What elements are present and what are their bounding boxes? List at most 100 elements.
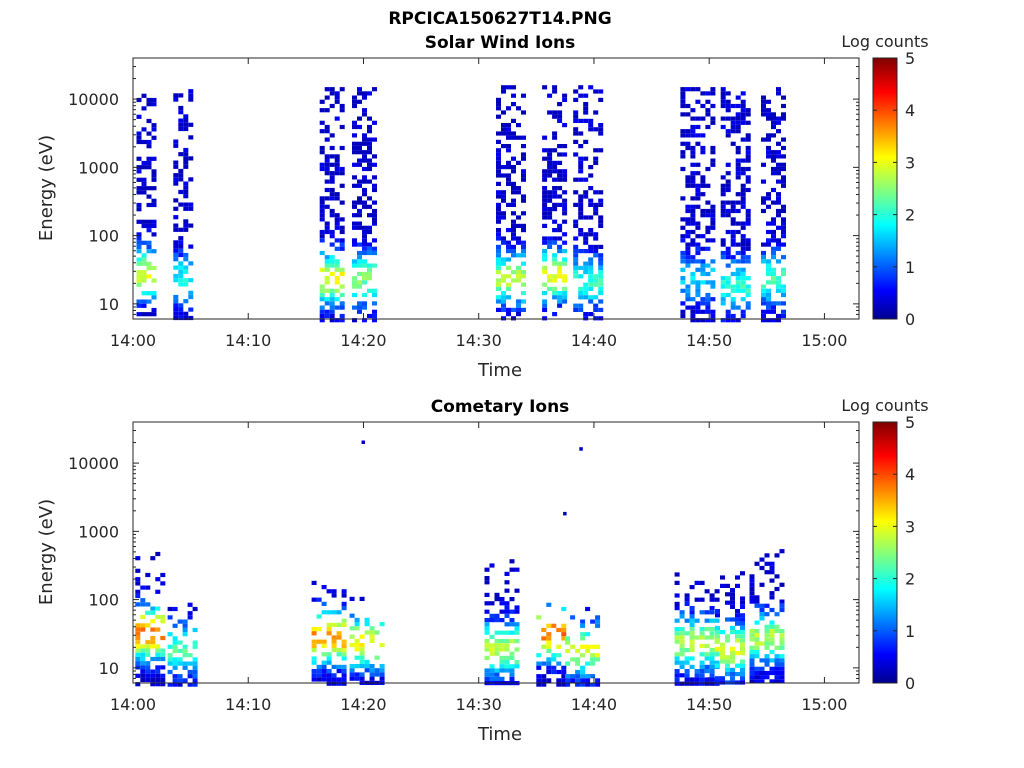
spectrogram-cell bbox=[779, 603, 785, 608]
spectrogram-cell bbox=[521, 307, 526, 312]
spectrogram-cell bbox=[562, 97, 568, 102]
spectrogram-cell bbox=[680, 234, 686, 239]
spectrogram-cell bbox=[776, 246, 781, 251]
spectrogram-cell bbox=[484, 622, 490, 627]
spectrogram-cell bbox=[150, 619, 156, 624]
spectrogram-cell bbox=[141, 253, 147, 258]
spectrogram-cell bbox=[504, 622, 510, 627]
spectrogram-cell bbox=[776, 141, 781, 146]
spectrogram-cell bbox=[141, 270, 147, 275]
spectrogram-cell bbox=[781, 95, 786, 100]
spectrogram-cell bbox=[557, 244, 563, 249]
spectrogram-cell bbox=[136, 249, 142, 254]
spectrogram-cell bbox=[561, 665, 567, 670]
spectrogram-cell bbox=[749, 591, 755, 596]
spectrogram-cell bbox=[557, 144, 563, 149]
spectrogram-cell bbox=[578, 303, 584, 308]
spectrogram-cell bbox=[324, 313, 330, 319]
spectrogram-cell bbox=[674, 669, 680, 674]
spectrogram-cell bbox=[705, 280, 711, 285]
spectrogram-cell bbox=[740, 604, 745, 609]
spectrogram-cell bbox=[781, 267, 786, 272]
spectrogram-cell bbox=[685, 112, 691, 117]
spectrogram-cell bbox=[331, 635, 337, 640]
spectrogram-cell bbox=[178, 315, 184, 321]
spectrogram-cell bbox=[720, 646, 725, 651]
spectrogram-cell bbox=[700, 183, 706, 188]
spectrogram-cell bbox=[764, 553, 770, 558]
spectrogram-cell bbox=[583, 286, 589, 291]
spectrogram-cell bbox=[745, 246, 751, 251]
spectrogram-cell bbox=[699, 669, 705, 674]
spectrogram-cell bbox=[362, 95, 367, 100]
spectrogram-cell bbox=[357, 305, 362, 310]
spectrogram-cell bbox=[178, 311, 184, 316]
spectrogram-cell bbox=[364, 668, 370, 673]
spectrogram-cell bbox=[357, 309, 362, 314]
spectrogram-cell bbox=[552, 177, 558, 182]
spectrogram-cell bbox=[521, 282, 526, 287]
spectrogram-cell bbox=[324, 263, 330, 268]
spectrogram-cell bbox=[334, 154, 340, 159]
spectrogram-cell bbox=[573, 249, 579, 254]
spectrogram-cell bbox=[685, 145, 691, 151]
spectrogram-cell bbox=[578, 207, 584, 212]
spectrogram-cell bbox=[511, 186, 516, 191]
spectrogram-cell bbox=[557, 152, 563, 157]
spectrogram-cell bbox=[140, 656, 146, 662]
spectrogram-cell bbox=[573, 253, 579, 258]
spectrogram-cell bbox=[362, 242, 367, 247]
spectrogram-cell bbox=[135, 631, 141, 636]
spectrogram-cell bbox=[496, 282, 501, 287]
spectrogram-cell bbox=[319, 284, 325, 289]
spectrogram-cell bbox=[578, 118, 584, 123]
spectrogram-cell bbox=[764, 628, 770, 634]
spectrogram-cell bbox=[730, 646, 735, 651]
spectrogram-cell bbox=[710, 208, 716, 214]
spectrogram-cell bbox=[562, 232, 568, 237]
spectrogram-cell bbox=[710, 103, 716, 109]
spectrogram-cell bbox=[730, 124, 736, 130]
spectrogram-cell bbox=[690, 229, 696, 235]
spectrogram-cell bbox=[188, 177, 194, 182]
spectrogram-cell bbox=[499, 609, 505, 614]
spectrogram-cell bbox=[699, 580, 705, 585]
spectrogram-cell bbox=[769, 649, 775, 655]
spectrogram-cell bbox=[547, 152, 553, 157]
spectrogram-cell bbox=[547, 194, 553, 199]
spectrogram-cell bbox=[141, 257, 147, 262]
spectrogram-cell bbox=[547, 274, 553, 279]
spectrogram-cell bbox=[552, 131, 558, 136]
spectrogram-cell bbox=[705, 225, 711, 230]
spectrogram-cell bbox=[583, 106, 589, 111]
cometary-y-label: Energy (eV) bbox=[36, 499, 57, 605]
spectrogram-cell bbox=[557, 186, 563, 191]
spectrogram-cell bbox=[735, 575, 740, 580]
spectrogram-cell bbox=[690, 313, 696, 319]
spectrogram-cell bbox=[704, 635, 710, 640]
spectrogram-cell bbox=[764, 654, 770, 659]
spectrogram-cell bbox=[730, 630, 735, 635]
spectrogram-cell bbox=[674, 572, 680, 577]
spectrogram-cell bbox=[172, 648, 178, 654]
spectrogram-cell bbox=[496, 299, 501, 304]
spectrogram-cell bbox=[334, 238, 340, 243]
spectrogram-cell bbox=[585, 644, 591, 649]
spectrogram-cell bbox=[511, 316, 516, 321]
spectrogram-cell bbox=[745, 133, 751, 138]
spectrogram-cell bbox=[506, 249, 511, 254]
spectrogram-cell bbox=[680, 313, 686, 319]
spectrogram-cell bbox=[725, 667, 730, 672]
spectrogram-cell bbox=[183, 278, 189, 283]
spectrogram-cell bbox=[140, 648, 146, 653]
spectrogram-cell bbox=[776, 150, 781, 155]
spectrogram-cell bbox=[690, 154, 696, 159]
spectrogram-cell bbox=[552, 240, 558, 245]
spectrogram-cell bbox=[146, 265, 152, 271]
spectrogram-cell bbox=[685, 221, 691, 226]
spectrogram-cell bbox=[542, 236, 548, 241]
spectrogram-cell bbox=[331, 664, 337, 669]
spectrogram-cell bbox=[598, 270, 604, 275]
spectrogram-cell bbox=[745, 288, 751, 293]
